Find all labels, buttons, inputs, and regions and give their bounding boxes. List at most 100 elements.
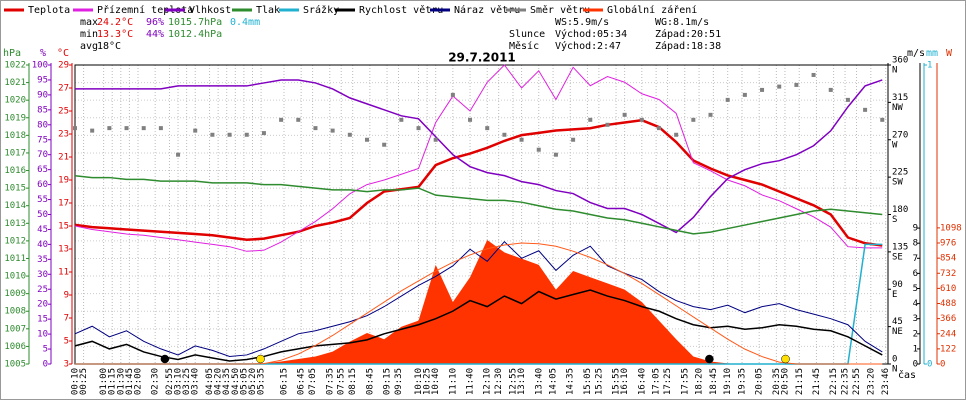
x-tick-label: 04:50	[231, 368, 241, 395]
y-tick-label: 1009	[4, 289, 26, 299]
point	[313, 126, 318, 131]
y-tick-label: 5	[913, 284, 918, 294]
y-tick-label: 45	[37, 225, 48, 235]
point	[261, 131, 266, 136]
sun-set-label: Západ:	[655, 28, 691, 40]
sun-set: 20:51	[691, 29, 721, 40]
y-tick-label: 1022	[4, 61, 26, 71]
line	[75, 79, 883, 234]
x-tick-label: 03:40	[191, 368, 201, 395]
y-tick-label: 1017	[4, 148, 26, 158]
point	[691, 117, 696, 122]
point	[588, 117, 593, 122]
moon-set-label: Západ:	[655, 40, 691, 52]
point	[571, 137, 576, 142]
x-tick-label: 04:05	[205, 368, 215, 395]
axis-unit: °C	[57, 48, 69, 59]
x-tick-label: 16:10	[620, 368, 630, 395]
x-tick-label: 17:05	[652, 368, 662, 395]
y-tick-label: 1013	[4, 219, 26, 229]
point	[553, 152, 558, 157]
y-tick-label: 7	[913, 254, 918, 264]
point	[863, 107, 868, 112]
point	[485, 126, 490, 131]
x-tick-label: 17:55	[680, 368, 690, 395]
point	[364, 137, 369, 142]
x-tick-label: 14:35	[566, 368, 576, 395]
x-tick-label: 14:05	[549, 368, 559, 395]
x-tick-label: 13:40	[534, 368, 544, 395]
point	[777, 84, 782, 89]
x-tick-label: 01:30	[116, 368, 126, 395]
y-tick-label: 1008	[4, 307, 26, 317]
y-tick-label: 13	[58, 245, 69, 255]
line	[74, 64, 883, 252]
point	[828, 87, 833, 92]
y-tick-label: 1019	[4, 113, 26, 123]
x-tick-label: 01:15	[108, 368, 118, 395]
y-tick-label: 80	[37, 120, 48, 130]
x-tick-label: 20:35	[772, 368, 782, 395]
axis-unit: %	[40, 48, 46, 59]
axis-unit: mm	[926, 48, 938, 59]
y-tick-label: 90	[37, 90, 48, 100]
point	[416, 126, 421, 131]
y-tick-label: 1016	[4, 166, 26, 176]
stat-label: avg	[80, 41, 98, 52]
y-tick-label: 11	[58, 268, 69, 278]
x-tick-label: 00:10	[71, 368, 81, 395]
point	[296, 117, 301, 122]
y-tick-label: 9	[913, 224, 918, 234]
y-tick-label: N	[892, 365, 897, 375]
point	[674, 132, 679, 137]
y-tick-label: 95	[37, 75, 48, 85]
point	[845, 97, 850, 102]
y-tick-label: 1	[913, 344, 918, 354]
y-tick-label: 122	[940, 344, 956, 354]
y-tick-label: 488	[940, 299, 956, 309]
moon-set: 18:38	[691, 41, 721, 52]
y-tick-label: 100	[32, 61, 48, 71]
stat-value: 1015.7hPa	[168, 17, 222, 28]
point	[73, 126, 77, 131]
moon-rise: 2:47	[597, 41, 621, 52]
y-tick-label: 35	[37, 255, 48, 265]
x-tick-label: 12:10	[483, 368, 493, 395]
y-tick-label: 90	[892, 280, 903, 290]
y-tick-label: 6	[913, 269, 918, 279]
point	[468, 117, 473, 122]
y-tick-label: 1015	[4, 184, 26, 194]
line	[74, 240, 883, 357]
point	[107, 126, 112, 131]
y-tick-label: 5	[43, 345, 48, 355]
x-tick-label: 05:20	[248, 368, 258, 395]
point	[176, 152, 181, 157]
point	[399, 117, 404, 122]
legend-label: Teplota	[28, 5, 70, 16]
point	[519, 137, 524, 142]
y-tick-label: 21	[58, 153, 69, 163]
y-tick-label: 1014	[4, 201, 26, 211]
y-tick-label: 40	[37, 240, 48, 250]
x-tick-label: 12:55	[508, 368, 518, 395]
line	[75, 242, 883, 365]
y-tick-label: 0	[43, 360, 48, 370]
x-tick-label: 20:50	[780, 368, 790, 395]
sun-marker	[256, 354, 265, 364]
y-tick-label: 17	[58, 199, 69, 209]
y-tick-label: 15	[37, 315, 48, 325]
x-tick-label: 11:10	[448, 368, 458, 395]
legend-label: Náraz větru	[454, 4, 520, 16]
y-tick-label: 610	[940, 284, 956, 294]
point	[622, 112, 627, 117]
stat-value: 24.2°C	[97, 17, 133, 28]
x-tick-label: 15:55	[612, 368, 622, 395]
y-tick-label: 225	[892, 168, 908, 178]
stat-value: 0.4mm	[230, 17, 260, 28]
x-tick-label: 12:30	[494, 368, 504, 395]
y-tick-label: 30	[37, 270, 48, 280]
y-tick-label: 5	[64, 337, 69, 347]
y-tick-label: 25	[37, 285, 48, 295]
sun-rise-label: Východ:	[555, 28, 597, 40]
